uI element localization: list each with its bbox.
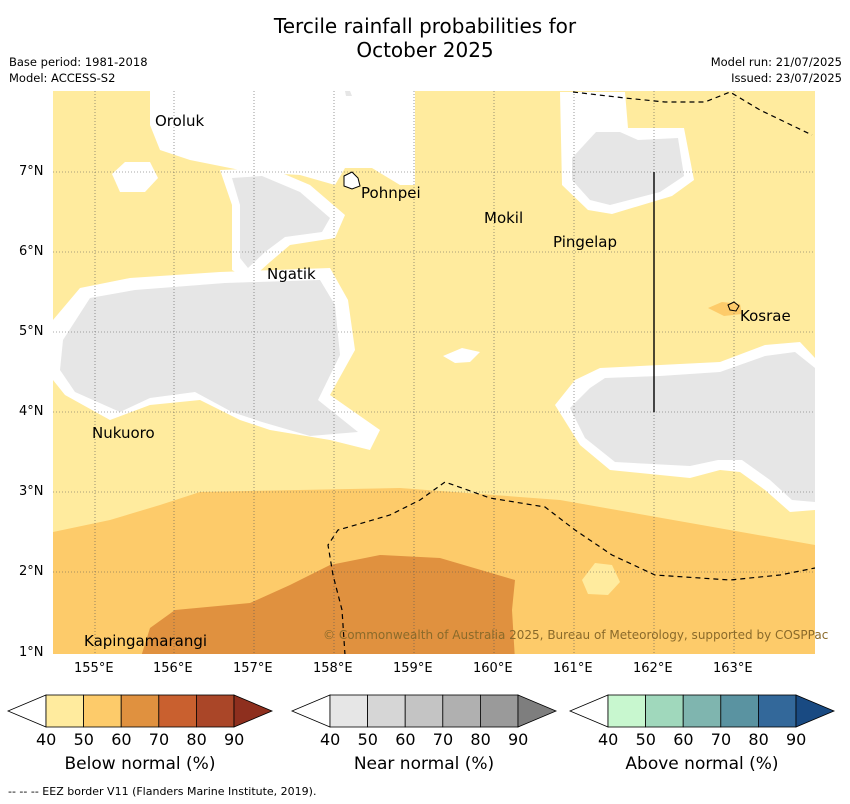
lon-label: 156°E (153, 661, 193, 676)
colorbar-swatch (607, 694, 646, 728)
kosrae-island (727, 301, 740, 312)
colorbar-swatch (83, 694, 122, 728)
colorbar-tick-label: 90 (224, 730, 245, 749)
colorbar-tick-label: 60 (111, 730, 132, 749)
colorbar-swatch (120, 694, 160, 728)
colorbar-tick-label: 50 (635, 730, 656, 749)
lat-label: 2°N (19, 564, 44, 579)
colorbar-swatch (758, 694, 797, 728)
colorbar-tick-label: 80 (470, 730, 491, 749)
footer-eez-note: -- -- -- EEZ border V11 (Flanders Marine… (8, 785, 317, 798)
lon-label: 155°E (74, 661, 114, 676)
colorbar-tick-label: 90 (508, 730, 529, 749)
colorbar-swatch (442, 694, 481, 728)
colorbar-near (290, 694, 558, 728)
lat-label: 3°N (19, 484, 44, 499)
lon-label: 157°E (233, 661, 273, 676)
colorbar-tick-label: 60 (395, 730, 416, 749)
colorbar-swatch (479, 694, 519, 728)
colorbar-tick-label: 70 (148, 730, 170, 749)
meta-right: Model run: 21/07/2025 Issued: 23/07/2025 (711, 54, 842, 86)
colorbar-tick-label: 80 (186, 730, 207, 749)
colorbar-above (568, 694, 836, 728)
colorbar-swatch (404, 694, 444, 728)
map-title: Tercile rainfall probabilities for Octob… (0, 14, 850, 62)
place-label-pohnpei: Pohnpei (361, 184, 421, 202)
place-label-ngatik: Ngatik (267, 265, 316, 283)
lat-label: 5°N (19, 324, 44, 339)
lon-label: 161°E (553, 661, 593, 676)
lon-label: 162°E (633, 661, 673, 676)
place-label-oroluk: Oroluk (155, 112, 205, 130)
lat-label: 4°N (19, 404, 44, 419)
place-label-mokil: Mokil (484, 209, 524, 227)
colorbar-extend-low (290, 694, 331, 728)
colorbar-tick-label: 50 (73, 730, 94, 749)
pohnpei-island (343, 171, 361, 190)
colorbar-tick-label: 40 (320, 730, 341, 749)
colorbar-title-below: Below normal (%) (64, 754, 216, 774)
colorbar-extend-high (795, 694, 836, 728)
colorbar-tick-label: 50 (357, 730, 378, 749)
below-60-area (141, 555, 515, 654)
colorbar-swatch (195, 694, 235, 728)
colorbar-tick-label: 80 (748, 730, 769, 749)
colorbar-title-above: Above normal (%) (625, 754, 779, 774)
colorbar-extend-high (517, 694, 558, 728)
colorbar-tick-label: 40 (598, 730, 619, 749)
meta-left: Base period: 1981-2018 Model: ACCESS-S2 (9, 54, 148, 86)
below-40-blob (582, 563, 620, 595)
colorbar-swatch (367, 694, 406, 728)
colorbar-swatch (45, 694, 84, 728)
colorbar-tick-label: 90 (786, 730, 807, 749)
model-text: Model: ACCESS-S2 (9, 71, 116, 85)
colorbar-swatch (645, 694, 684, 728)
base-period-text: Base period: 1981-2018 (9, 55, 148, 69)
model-run-text: Model run: 21/07/2025 (710, 55, 842, 69)
colorbar-below (6, 694, 274, 728)
colorbar-swatch (682, 694, 722, 728)
colorbar-title-near: Near normal (%) (353, 754, 495, 774)
colorbar-tick-label: 40 (36, 730, 57, 749)
colorbar-extend-low (6, 694, 47, 728)
near-40-areas (60, 91, 815, 502)
colorbar-extend-high (233, 694, 274, 728)
lon-label: 159°E (393, 661, 433, 676)
lat-label: 1°N (19, 645, 44, 660)
colorbar-swatch (158, 694, 197, 728)
place-label-kapingamarangi: Kapingamarangi (84, 632, 208, 650)
map-title-line1: Tercile rainfall probabilities for (273, 14, 577, 38)
colorbar-swatch (720, 694, 759, 728)
lat-label: 6°N (19, 244, 44, 259)
lon-label: 160°E (473, 661, 513, 676)
colorbar-labels: 40 50 60 70 80 90 Below normal (%) 40 50 60 70 80 90… (0, 730, 850, 780)
place-label-pingelap: Pingelap (553, 233, 618, 251)
colorbar-tick-label: 70 (710, 730, 732, 749)
colorbar-extend-low (568, 694, 609, 728)
colorbars (6, 694, 836, 728)
colorbar-swatch (329, 694, 368, 728)
map-fill (53, 91, 815, 654)
place-label-nukuoro: Nukuoro (92, 424, 155, 442)
lat-label: 7°N (19, 164, 44, 179)
place-label-kosrae: Kosrae (740, 307, 791, 325)
copyright-text: © Commonwealth of Australia 2025, Bureau… (323, 628, 829, 642)
lon-label: 163°E (713, 661, 753, 676)
colorbar-tick-label: 70 (432, 730, 454, 749)
colorbar-tick-label: 60 (673, 730, 694, 749)
eez-border (327, 91, 815, 654)
lon-label: 158°E (313, 661, 353, 676)
map-title-line2: October 2025 (356, 38, 494, 62)
issued-text: Issued: 23/07/2025 (731, 71, 842, 85)
